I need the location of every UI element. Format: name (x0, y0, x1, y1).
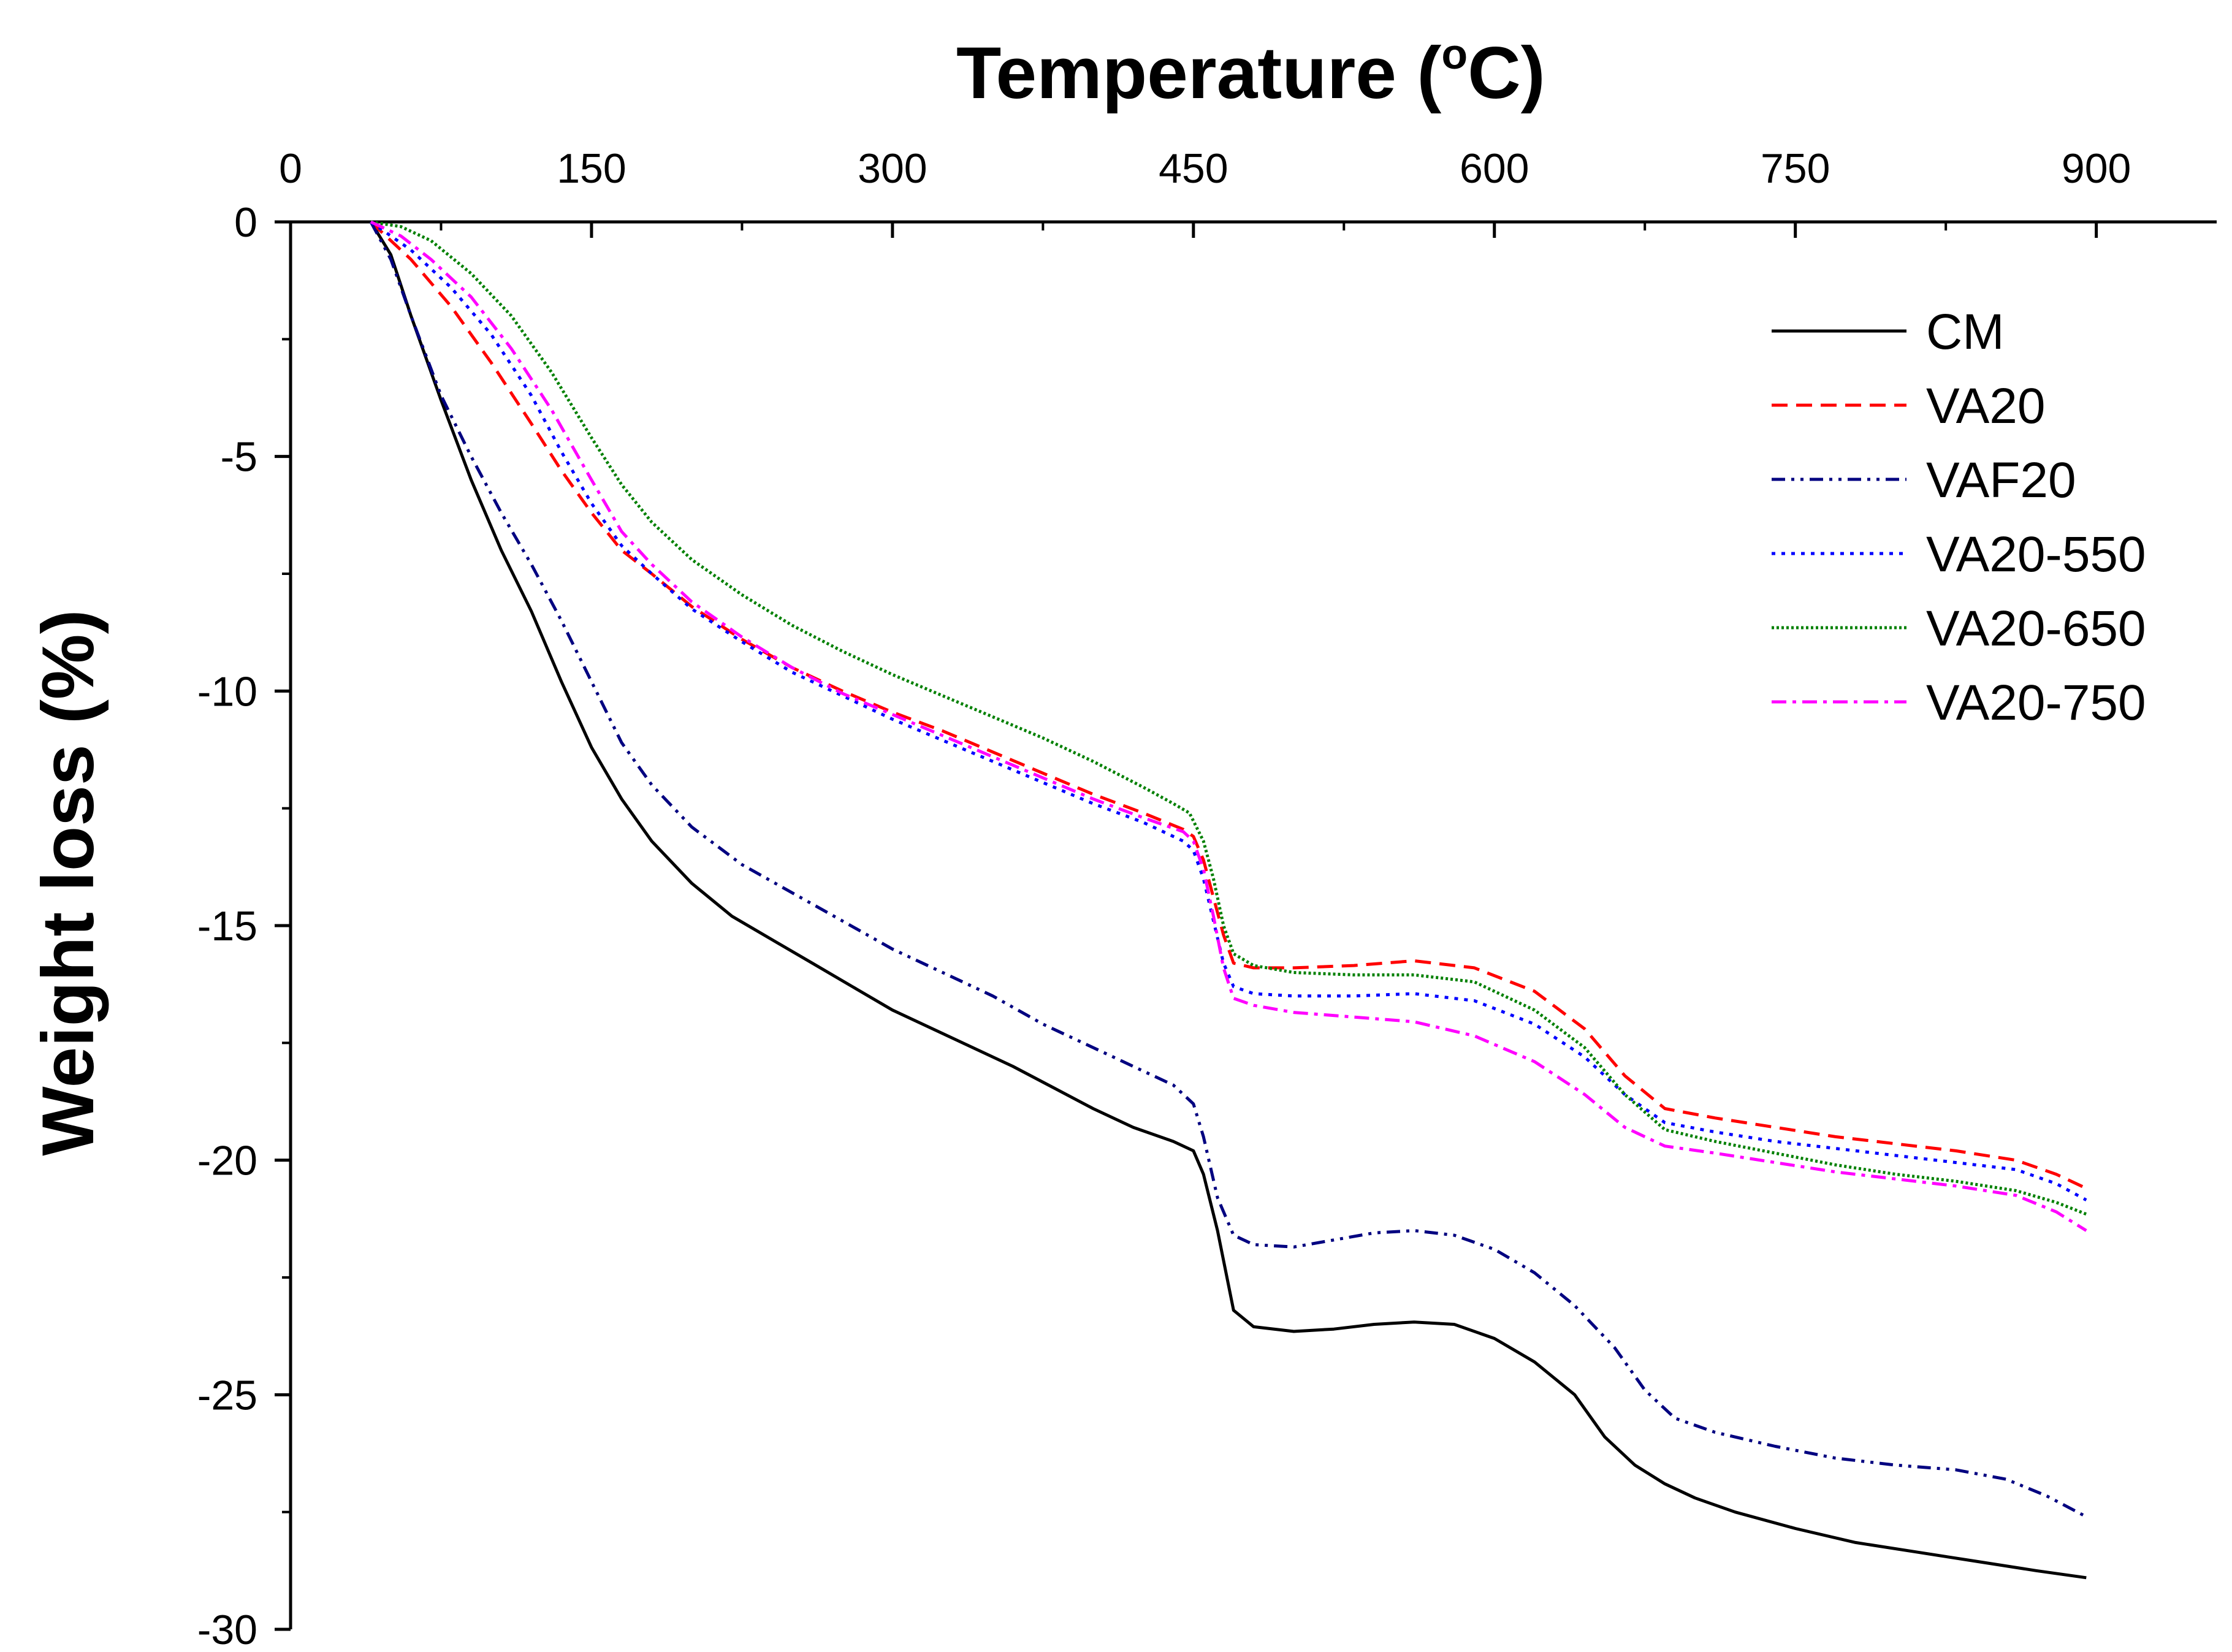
x-tick-label: 600 (1460, 145, 1529, 192)
series-line-va20 (370, 221, 2087, 1190)
y-tick-label: -20 (197, 1138, 257, 1184)
legend-label: CM (1926, 304, 2005, 360)
x-axis-title: Temperature (oC) (956, 30, 1545, 114)
series-line-va20-550 (370, 220, 2087, 1201)
series-line-cm (369, 221, 2087, 1580)
series-line-vaf20 (369, 221, 2087, 1518)
x-tick-label: 900 (2062, 145, 2131, 192)
y-tick-label: -10 (197, 668, 257, 715)
x-axis-ticks: 0 150 300 450 600 750 900 (279, 145, 2131, 238)
series-layer (369, 220, 2087, 1580)
x-tick-label: 0 (279, 145, 302, 192)
legend: CM VA20 VAF20 VA20-550 VA20-650 VA20-750 (1772, 304, 2146, 731)
y-axis-title: Weight loss (%) (27, 609, 109, 1155)
legend-label: VA20-650 (1926, 601, 2146, 657)
y-axis-ticks: 0 -5 -10 -15 -20 -25 -30 (197, 199, 291, 1652)
x-tick-label: 450 (1159, 145, 1228, 192)
x-tick-label: 150 (557, 145, 626, 192)
y-tick-label: -25 (197, 1372, 257, 1418)
legend-label: VA20-550 (1926, 527, 2146, 582)
y-tick-label: -5 (221, 434, 257, 481)
series-line-va20-750 (370, 220, 2087, 1232)
legend-label: VA20-750 (1926, 675, 2146, 731)
y-tick-label: 0 (234, 199, 257, 246)
y-tick-label: -15 (197, 903, 257, 950)
series-line-va20-650 (370, 220, 2087, 1216)
legend-label: VAF20 (1926, 452, 2076, 508)
x-tick-label: 300 (858, 145, 927, 192)
y-tick-label: -30 (197, 1607, 257, 1652)
legend-label: VA20 (1926, 378, 2046, 434)
x-tick-label: 750 (1761, 145, 1830, 192)
